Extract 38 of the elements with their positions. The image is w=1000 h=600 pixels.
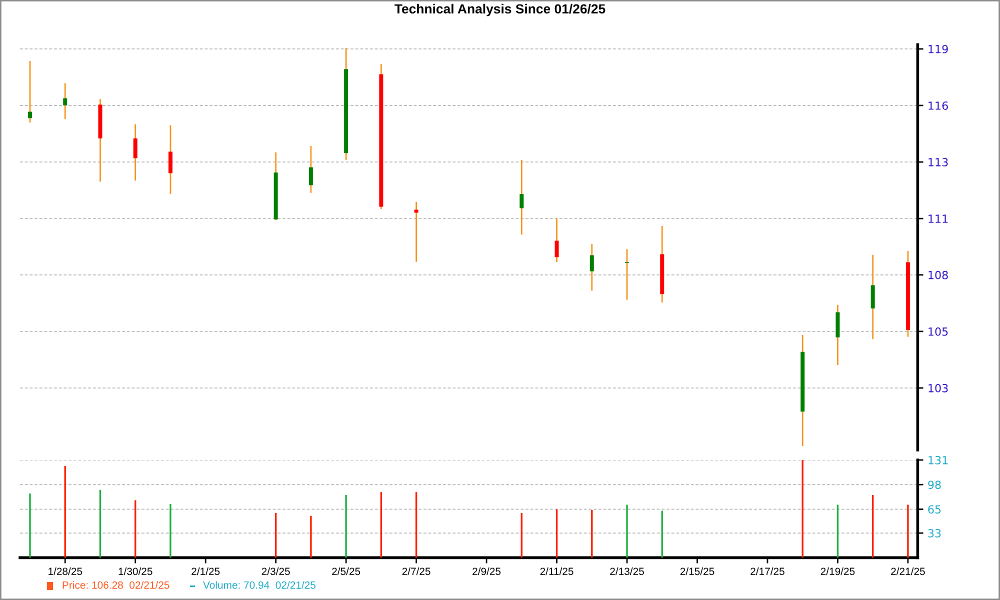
- candlestick: [414, 201, 418, 262]
- candlestick: [590, 243, 594, 292]
- y-tick-label: 119: [928, 44, 948, 54]
- x-tick-label: 2/13/25: [610, 567, 644, 576]
- x-tick-label: 1/28/25: [48, 567, 82, 576]
- y-tick-label: 65: [928, 505, 941, 514]
- y-tick-label: 108: [928, 270, 948, 280]
- x-tick-label: 2/21/25: [891, 567, 925, 576]
- candlestick: [625, 248, 629, 300]
- y-tick-label: 116: [928, 101, 948, 110]
- x-tick-label: 2/1/25: [192, 567, 220, 576]
- candlestick: [870, 254, 875, 340]
- y-tick-label: 105: [928, 327, 948, 336]
- x-tick-label: 2/9/25: [472, 567, 501, 576]
- y-tick-label: 111: [928, 214, 948, 223]
- candlestick: [308, 145, 313, 194]
- y-tick-label: 33: [928, 529, 941, 538]
- candlestick: [554, 218, 559, 263]
- x-tick-label: 2/17/25: [750, 567, 784, 576]
- x-tick-label: 2/5/25: [332, 567, 360, 576]
- x-tick-label: 2/15/25: [680, 567, 714, 576]
- candlestick: [133, 124, 138, 182]
- chart-title: Technical Analysis Since 01/26/25: [394, 4, 606, 16]
- candlestick: [168, 124, 172, 195]
- x-tick-label: 1/30/25: [118, 567, 152, 576]
- text: Volume: 70.94 02/21/25: [203, 581, 316, 589]
- x-tick-label: 2/3/25: [262, 567, 290, 576]
- candlestick: [28, 60, 32, 124]
- candlestick: [63, 82, 68, 120]
- x-tick-label: 2/11/25: [540, 567, 574, 576]
- y-tick-label: 98: [928, 480, 941, 489]
- x-tick-label: 2/19/25: [820, 567, 855, 576]
- y-tick-label: 103: [928, 384, 948, 392]
- candlestick: [520, 159, 524, 236]
- text: Price: 106.28 02/21/25: [62, 581, 170, 589]
- y-tick-label: 131: [928, 456, 948, 464]
- x-tick-label: 2/7/25: [402, 567, 430, 576]
- y-tick-label: 113: [928, 158, 948, 166]
